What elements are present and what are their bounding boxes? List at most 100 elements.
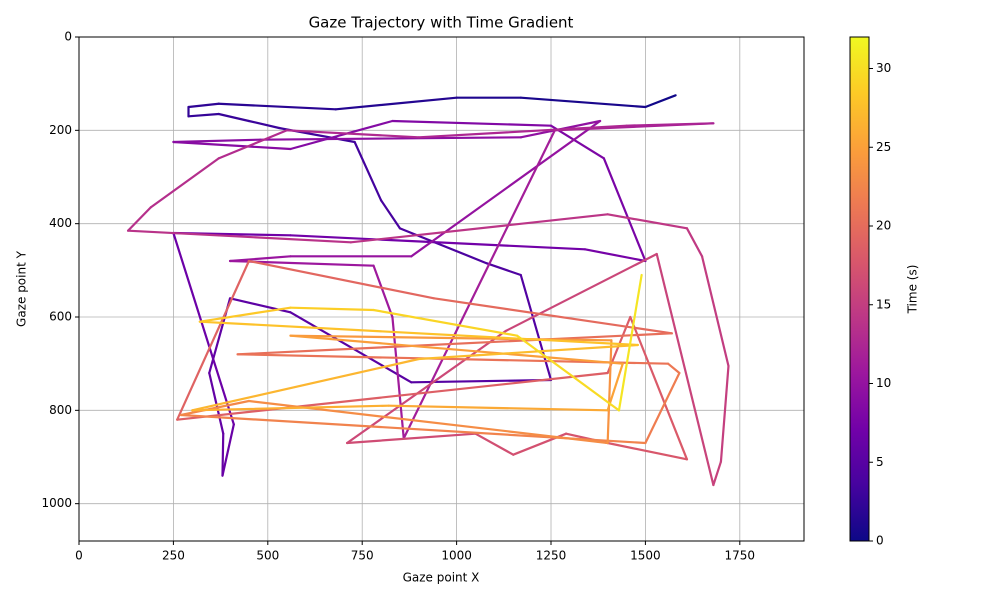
trajectory-segment xyxy=(236,332,673,356)
trajectory-segment xyxy=(228,255,292,263)
trajectory-segment xyxy=(172,138,262,144)
trajectory-segment xyxy=(515,334,621,412)
x-tick-label: 1250 xyxy=(536,549,567,563)
trajectory-segment xyxy=(285,129,420,139)
trajectory-segment xyxy=(349,213,609,244)
y-tick-label: 1000 xyxy=(41,496,72,510)
trajectory-segment xyxy=(606,441,689,461)
trajectory-segment xyxy=(191,404,390,412)
trajectory-segment xyxy=(176,259,251,421)
colorbar-tick-label: 5 xyxy=(876,455,884,469)
trajectory-segment xyxy=(179,399,251,417)
trajectory-segment xyxy=(259,136,522,141)
colorbar-tick-label: 0 xyxy=(876,534,884,548)
trajectory-segment xyxy=(391,119,553,127)
trajectory-segment xyxy=(353,140,383,202)
y-tick-label: 0 xyxy=(64,30,72,44)
trajectory-segment xyxy=(176,371,609,421)
trajectory-segment xyxy=(519,273,553,382)
trajectory-segment xyxy=(289,334,613,342)
trajectory-segment xyxy=(172,231,235,426)
trajectory-segment xyxy=(372,308,519,337)
plot-frame xyxy=(78,36,805,542)
x-tick-label: 750 xyxy=(351,549,374,563)
trajectory-segment xyxy=(126,229,352,244)
trajectory-segment xyxy=(398,227,488,265)
trajectory-segment xyxy=(228,297,292,314)
trajectory-segment xyxy=(485,262,522,277)
colorbar-tick-label: 30 xyxy=(876,61,891,75)
trajectory-segment xyxy=(191,357,420,412)
trajectory-segment xyxy=(334,96,458,111)
x-tick-label: 0 xyxy=(75,549,83,563)
trajectory-segment xyxy=(685,227,704,258)
colorbar-tick-label: 15 xyxy=(876,297,891,311)
y-axis-label: Gaze point Y xyxy=(15,250,29,327)
x-tick-label: 1500 xyxy=(630,549,661,563)
colorbar-tick-label: 25 xyxy=(876,140,891,154)
colorbar xyxy=(849,36,870,542)
trajectory-segment xyxy=(187,112,220,118)
trajectory-segment xyxy=(379,199,402,230)
trajectory-segment xyxy=(629,315,689,461)
x-tick-label: 1750 xyxy=(725,549,756,563)
trajectory-segment xyxy=(644,94,677,109)
trajectory-segment xyxy=(519,96,647,109)
trajectory-segment xyxy=(700,255,730,368)
trajectory-segment xyxy=(172,140,292,151)
trajectory-segment xyxy=(666,362,681,375)
trajectory-segment xyxy=(606,339,613,445)
trajectory-segment xyxy=(712,460,723,487)
y-tick-label: 200 xyxy=(49,123,72,137)
trajectory-segment xyxy=(149,157,220,209)
x-tick-label: 250 xyxy=(162,549,185,563)
trajectory-segment xyxy=(417,124,628,139)
trajectory-segment xyxy=(719,364,730,463)
y-tick-label: 600 xyxy=(49,310,72,324)
trajectory-segment xyxy=(198,306,292,323)
y-tick-label: 800 xyxy=(49,403,72,417)
trajectory-segment xyxy=(217,102,337,111)
x-tick-label: 1000 xyxy=(441,549,472,563)
colorbar-tick-label: 20 xyxy=(876,219,891,233)
trajectory-segment xyxy=(247,119,281,130)
trajectory-segment xyxy=(247,259,436,300)
trajectory-segment xyxy=(474,432,515,456)
trajectory-segment xyxy=(345,432,477,445)
trajectory-segment xyxy=(208,371,225,435)
trajectory-segment xyxy=(345,329,507,445)
trajectory-segment xyxy=(402,129,556,440)
trajectory-segment xyxy=(372,264,394,319)
trajectory-segment xyxy=(221,423,235,477)
trajectory-segment xyxy=(504,252,658,333)
trajectory-segment xyxy=(602,157,647,263)
colorbar-tick-label: 10 xyxy=(876,376,891,390)
trajectory-segment xyxy=(289,311,413,384)
trajectory-segment xyxy=(625,122,715,127)
trajectory-segment xyxy=(187,102,220,109)
trajectory-segment xyxy=(417,343,639,361)
trajectory-segment xyxy=(655,252,715,487)
x-axis-label: Gaze point X xyxy=(403,571,480,585)
trajectory-segment xyxy=(289,334,624,365)
trajectory-segment xyxy=(198,320,639,347)
trajectory-segment xyxy=(221,432,225,477)
trajectory xyxy=(126,94,730,487)
colorbar-label: Time (s) xyxy=(906,265,920,315)
trajectory-segment xyxy=(289,119,394,151)
trajectory-segment xyxy=(126,206,152,232)
trajectory-segment xyxy=(583,248,647,263)
x-tick-label: 500 xyxy=(256,549,279,563)
trajectory-segment xyxy=(617,273,643,412)
trajectory-segment xyxy=(217,129,288,160)
trajectory-segment xyxy=(387,404,609,412)
trajectory-segment xyxy=(217,112,251,123)
trajectory-segment xyxy=(289,306,375,312)
trajectory-segment xyxy=(410,119,602,258)
trajectory-segment xyxy=(289,234,587,251)
trajectory-segment xyxy=(644,371,681,445)
chart-title: Gaze Trajectory with Time Gradient xyxy=(309,14,574,32)
trajectory-segment xyxy=(606,213,689,230)
y-tick-label: 400 xyxy=(49,216,72,230)
